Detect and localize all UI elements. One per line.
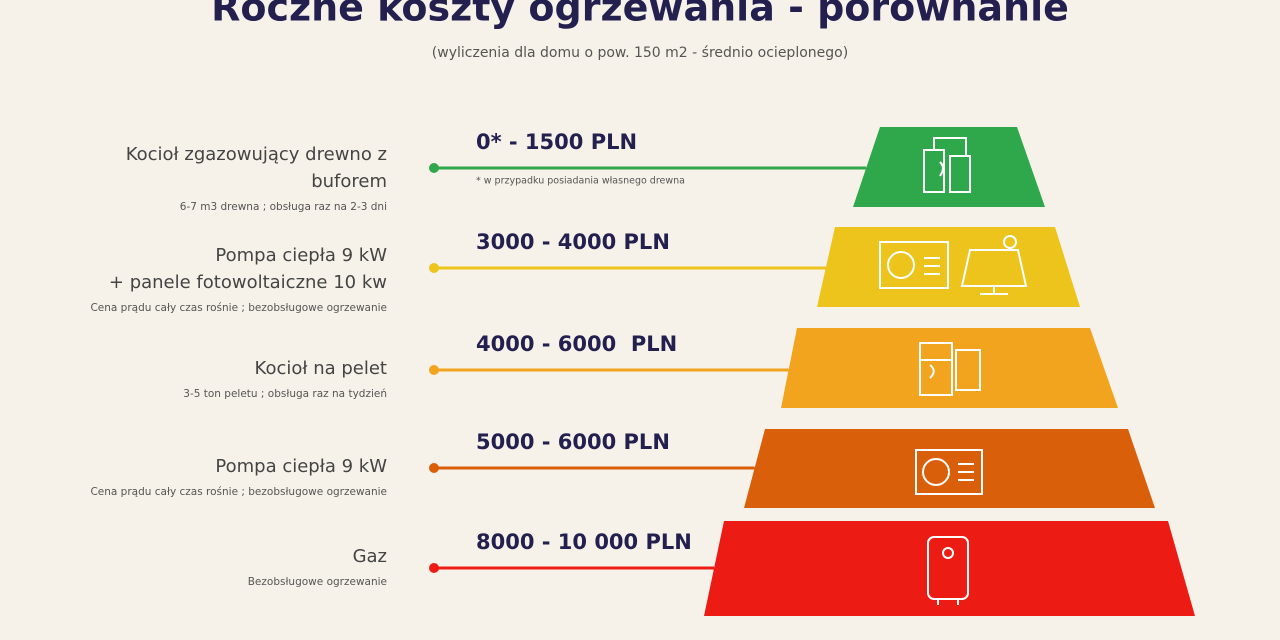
heatpump-icon xyxy=(915,449,983,495)
cost: 8000 - 10 000 PLN xyxy=(476,530,692,554)
connector-dot xyxy=(429,463,439,473)
title: Roczne koszty ogrzewania - porównanie xyxy=(211,0,1069,30)
connector-dot xyxy=(429,563,439,573)
cost: 4000 - 6000 PLN xyxy=(476,332,677,356)
heating-note: Bezobsługowe ogrzewanie xyxy=(248,576,387,588)
heating-label: buforem xyxy=(311,171,387,192)
connector-dot xyxy=(429,263,439,273)
connector-dot xyxy=(429,163,439,173)
connector-dot xyxy=(429,365,439,375)
heating-label: Gaz xyxy=(353,546,387,567)
cost: 0* - 1500 PLN xyxy=(476,130,637,154)
subtitle: (wyliczenia dla domu o pow. 150 m2 - śre… xyxy=(432,45,848,61)
heating-label: Pompa ciepła 9 kW xyxy=(215,456,387,477)
pellet-icon xyxy=(919,342,981,396)
cost: 3000 - 4000 PLN xyxy=(476,230,670,254)
cost: 5000 - 6000 PLN xyxy=(476,430,670,454)
heating-label: + panele fotowoltaiczne 10 kw xyxy=(109,272,387,293)
heating-label: Pompa ciepła 9 kW xyxy=(215,245,387,266)
heating-note: Cena prądu cały czas rośnie ; bezobsługo… xyxy=(90,486,387,498)
boiler-icon xyxy=(923,137,971,193)
icons xyxy=(879,137,1028,605)
heating-label: Kocioł zgazowujący drewno z xyxy=(126,144,387,165)
pyramid-level xyxy=(704,521,1195,616)
heatpump-solar-icon xyxy=(879,235,1028,295)
rows: 0* - 1500 PLN * w przypadku posiadania wł… xyxy=(90,127,1195,616)
pyramid-level xyxy=(781,328,1118,408)
heating-note: 6-7 m3 drewna ; obsługa raz na 2-3 dni xyxy=(180,201,387,213)
heating-note: 3-5 ton peletu ; obsługa raz na tydzień xyxy=(183,388,387,400)
footnote: * w przypadku posiadania własnego drewna xyxy=(476,176,685,187)
heating-note: Cena prądu cały czas rośnie ; bezobsługo… xyxy=(90,302,387,314)
heating-label: Kocioł na pelet xyxy=(255,358,387,379)
gas-icon xyxy=(927,536,969,605)
